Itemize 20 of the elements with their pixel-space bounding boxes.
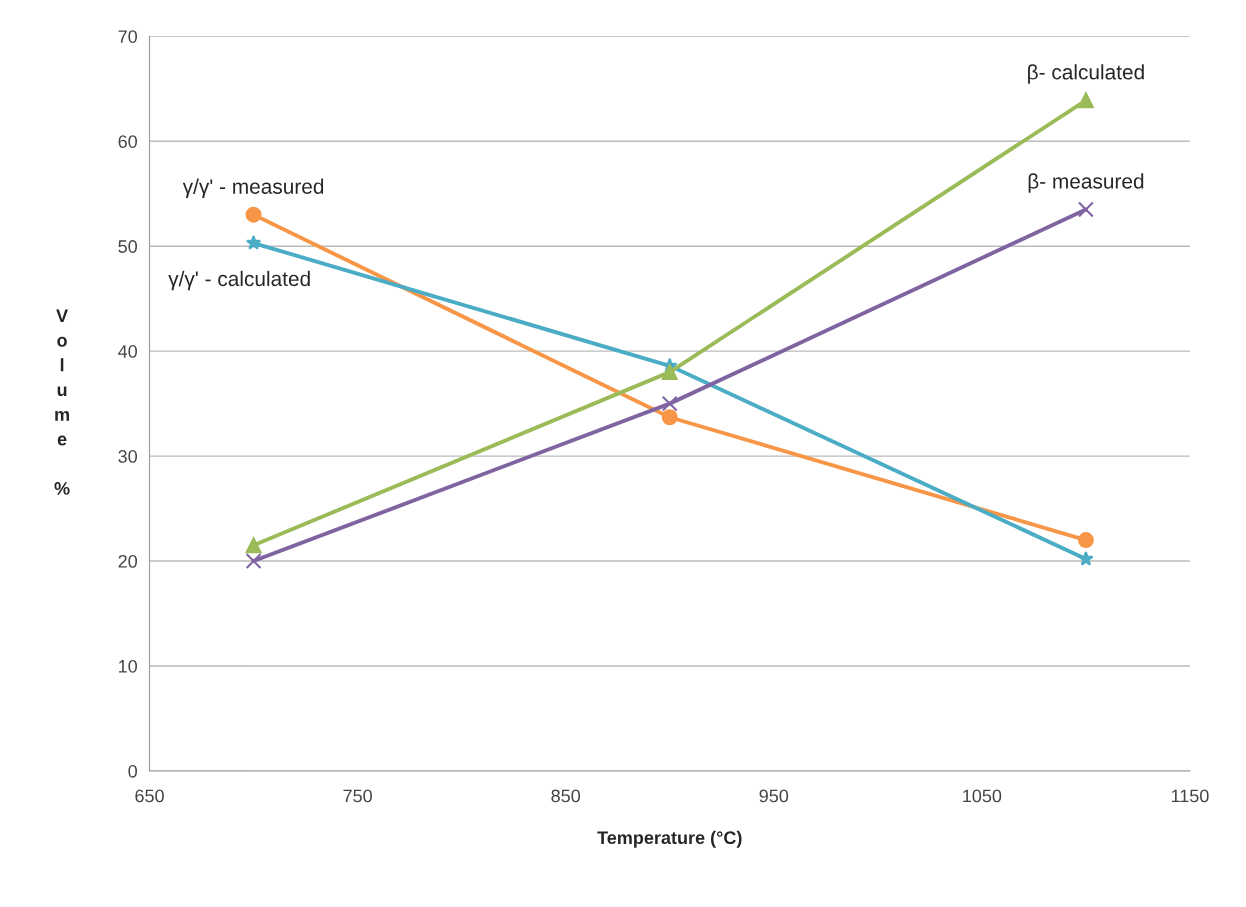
series-label: β- calculated: [1028, 64, 1144, 84]
x-tick-label: 1150: [1171, 789, 1209, 803]
y-tick-label: 40: [118, 345, 138, 358]
x-tick-label: 850: [551, 789, 581, 803]
y-tick-label: 20: [118, 554, 138, 568]
series-label: β- measured: [1028, 173, 1144, 193]
x-tick-label: 950: [759, 789, 789, 803]
y-tick-label: 30: [118, 450, 138, 463]
x-tick-label: 1050: [963, 789, 1002, 803]
x-axis-title: Temperature (°C): [597, 830, 742, 848]
y-tick-label: 60: [118, 135, 138, 148]
y-tick-label: 70: [118, 30, 138, 43]
y-tick-label: 0: [128, 764, 138, 778]
x-tick-label: 750: [343, 789, 372, 803]
y-tick-label: 10: [119, 659, 138, 673]
text: Volume %: [54, 309, 70, 495]
series-label: γ/γ' - measured: [182, 178, 324, 199]
x-tick-label: 650: [135, 789, 164, 803]
series-label: γ/γ' - calculated: [168, 270, 310, 291]
y-tick-label: 50: [118, 240, 138, 253]
